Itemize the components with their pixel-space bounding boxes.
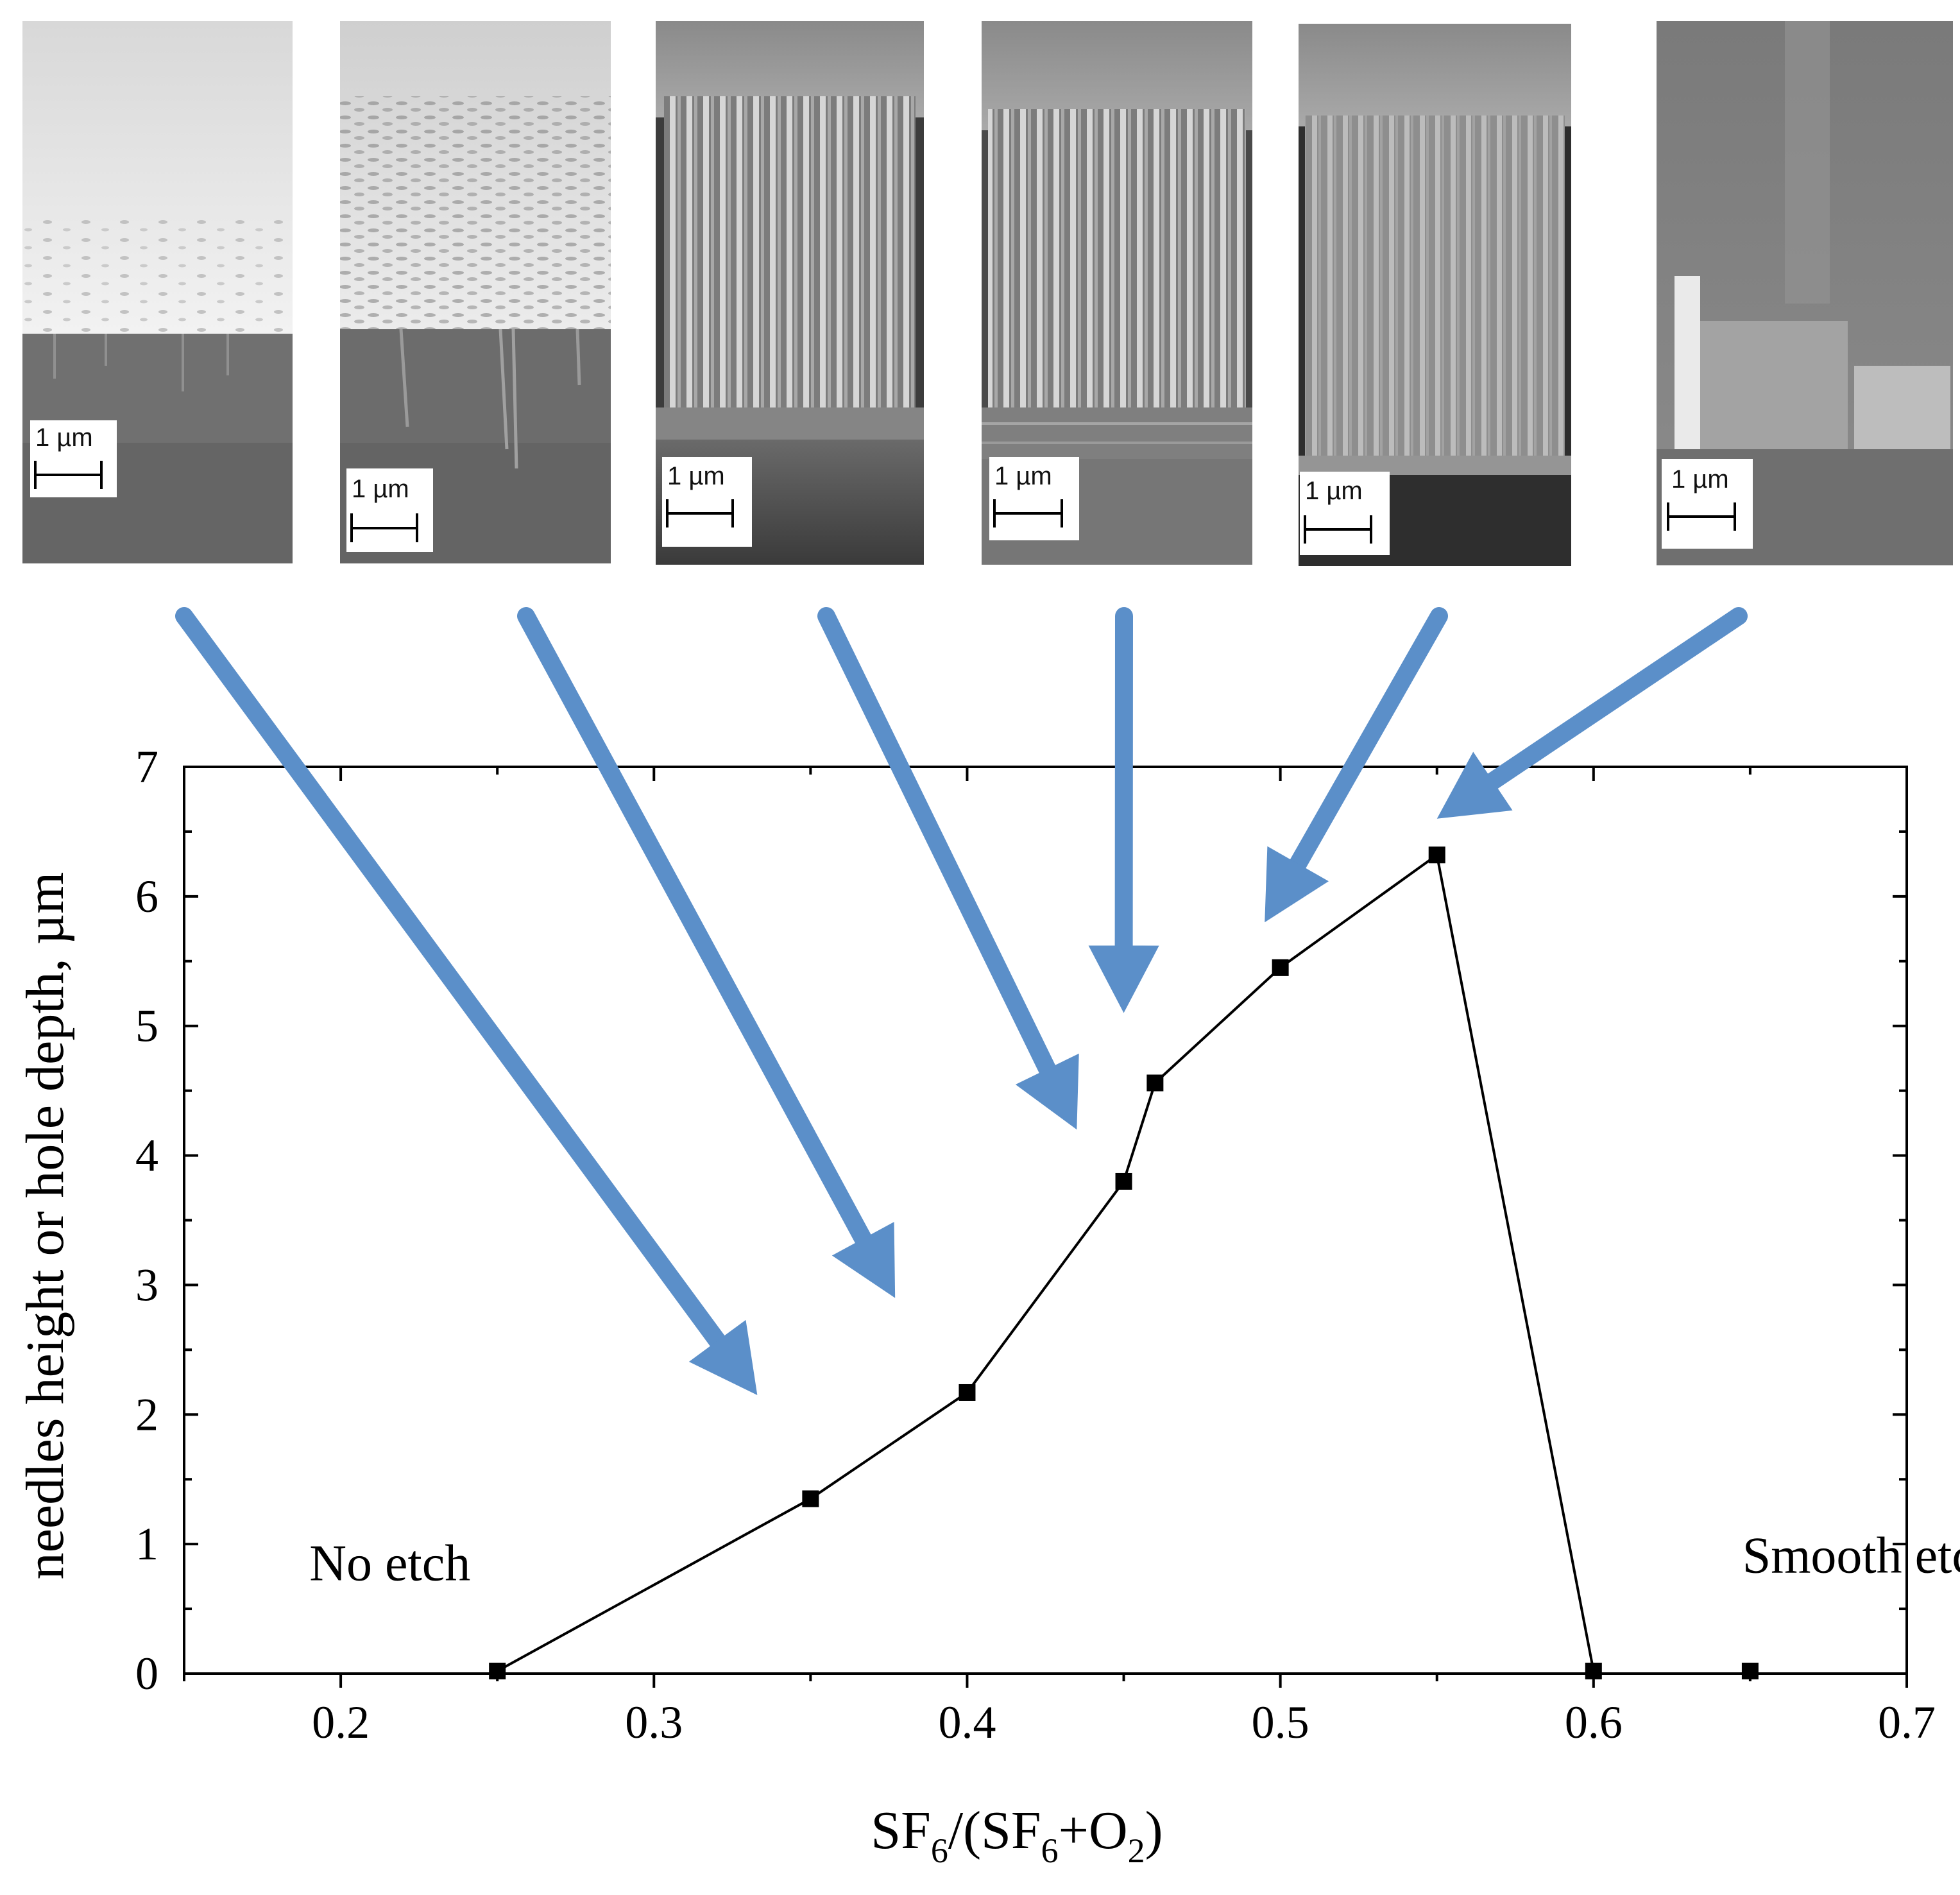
scale-bar-label-1: 1 µm <box>35 424 93 452</box>
scale-bar-label-4: 1 µm <box>994 462 1052 490</box>
x-tick-label: 0.4 <box>938 1697 996 1748</box>
x-axis-title: SF6/(SF6+O2) <box>871 1801 1163 1870</box>
data-point <box>1272 959 1289 976</box>
data-point <box>1428 846 1445 864</box>
y-tick-label: 4 <box>135 1130 158 1181</box>
data-point <box>1741 1662 1759 1679</box>
sem-image-1: 1 µm <box>22 21 293 563</box>
scale-bar-box-6: 1 µm <box>1662 459 1753 549</box>
series-line <box>497 852 1595 1672</box>
scale-bar-box-3: 1 µm <box>662 457 752 547</box>
x-tick-label: 0.6 <box>1565 1697 1623 1748</box>
arrow-shaft <box>1483 607 1748 791</box>
scale-bar-box-5: 1 µm <box>1300 472 1390 555</box>
arrow-shaft <box>175 607 727 1350</box>
scale-bar-label-5: 1 µm <box>1305 477 1363 505</box>
arrow-shaft <box>1289 607 1448 873</box>
sem-image-panels: 1 µm 1 µm <box>22 21 1953 566</box>
y-tick-label: 1 <box>135 1518 158 1570</box>
scale-bar-label-6: 1 µm <box>1671 465 1729 493</box>
data-point <box>1146 1074 1164 1092</box>
annotation-no-etch: No etch <box>309 1536 470 1592</box>
scale-bar-box-4: 1 µm <box>989 457 1079 540</box>
series-markers <box>489 846 1759 1679</box>
data-point <box>1585 1662 1602 1679</box>
sem-image-4: 1 µm <box>982 21 1252 565</box>
scale-bar-box-1: 1 µm <box>30 420 117 497</box>
data-point <box>959 1384 976 1401</box>
x-tick-label: 0.3 <box>625 1697 683 1748</box>
arrow-head <box>1015 1053 1079 1130</box>
data-point <box>1115 1172 1132 1190</box>
data-point <box>802 1490 819 1507</box>
arrow-head <box>831 1222 896 1298</box>
y-tick-label: 2 <box>135 1389 158 1440</box>
arrow-shaft <box>517 607 873 1248</box>
y-tick-label: 7 <box>135 741 158 793</box>
scale-bar-box-2: 1 µm <box>346 468 433 552</box>
chart: 0 1 2 3 4 5 6 7 0.2 0.3 0.4 0.5 0.6 0.7 No etch Smoo… <box>15 741 1960 1870</box>
y-tick-label: 6 <box>135 871 158 922</box>
x-tick-label: 0.7 <box>1878 1697 1936 1748</box>
y-axis: 0 1 2 3 4 5 6 7 <box>135 741 1907 1699</box>
y-tick-label: 5 <box>135 1000 158 1052</box>
y-tick-label: 0 <box>135 1648 158 1699</box>
arrow-head <box>1436 751 1513 819</box>
x-axis: 0.2 0.3 0.4 0.5 0.6 0.7 <box>183 767 1936 1748</box>
sem-image-2: 1 µm <box>340 21 611 563</box>
annotation-smooth-etch: Smooth etch <box>1743 1528 1960 1584</box>
pointer-arrows <box>175 607 1748 1396</box>
x-tick-label: 0.2 <box>312 1697 370 1748</box>
arrow-head <box>688 1319 758 1396</box>
sem-image-6: 1 µm <box>1657 21 1953 565</box>
sem-image-3: 1 µm <box>656 21 924 565</box>
arrow-head <box>1088 945 1159 1013</box>
y-tick-label: 3 <box>135 1259 158 1310</box>
y-axis-title: needles height or hole depth, µm <box>15 872 75 1580</box>
scale-bar-label-2: 1 µm <box>352 475 409 503</box>
data-point <box>489 1662 506 1679</box>
scale-bar-label-3: 1 µm <box>667 462 725 490</box>
arrow-head <box>1265 846 1329 923</box>
arrow-shaft <box>817 607 1057 1078</box>
sem-image-5: 1 µm <box>1299 24 1571 566</box>
x-tick-label: 0.5 <box>1252 1697 1309 1748</box>
